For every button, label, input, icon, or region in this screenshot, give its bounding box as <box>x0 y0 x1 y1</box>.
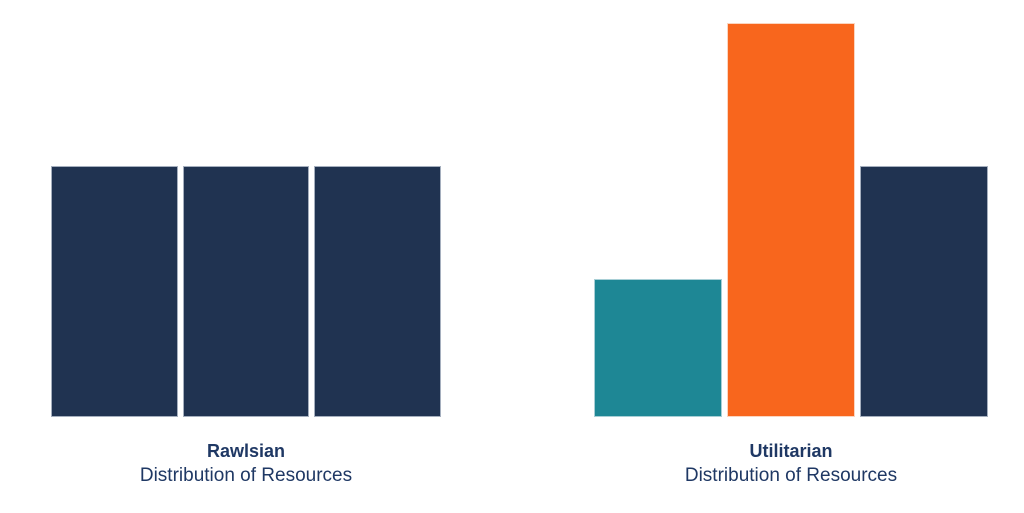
rawlsian-bar-1 <box>51 166 178 417</box>
rawlsian-caption: Rawlsian Distribution of Resources <box>51 439 441 489</box>
rawlsian-plot-area <box>51 23 442 417</box>
rawlsian-bar-3 <box>314 166 442 417</box>
rawlsian-chart: Rawlsian Distribution of Resources <box>51 23 442 489</box>
utilitarian-bar-2 <box>727 23 855 417</box>
rawlsian-title: Rawlsian <box>206 441 286 461</box>
rawlsian-subtitle: Distribution of Resources <box>139 465 353 486</box>
utilitarian-chart: Utilitarian Distribution of Resources <box>594 23 988 489</box>
utilitarian-bar-1 <box>594 279 722 417</box>
utilitarian-caption: Utilitarian Distribution of Resources <box>594 439 988 489</box>
rawlsian-bar-2 <box>182 166 310 417</box>
utilitarian-plot-area <box>594 23 988 417</box>
utilitarian-subtitle: Distribution of Resources <box>684 465 898 486</box>
utilitarian-title: Utilitarian <box>749 441 833 461</box>
utilitarian-bar-3 <box>860 166 988 417</box>
